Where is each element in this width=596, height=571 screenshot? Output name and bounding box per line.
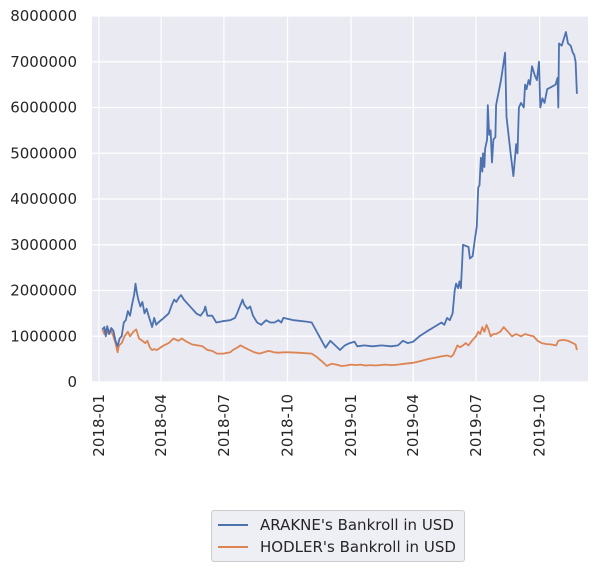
y-tick-label: 1000000	[10, 327, 77, 345]
series-line-hodler	[101, 323, 578, 367]
series-lines	[101, 31, 578, 367]
x-axis-ticks: 2018-01 2018-04 2018-07 2018-10 2019-01 2019-…	[90, 394, 549, 457]
y-tick-label: 4000000	[10, 190, 77, 208]
y-tick-label: 7000000	[10, 53, 77, 71]
x-tick-label: 2018-01	[90, 394, 108, 457]
x-tick-label: 2019-01	[342, 394, 360, 457]
y-tick-label: 6000000	[10, 99, 77, 117]
x-tick-label: 2019-04	[404, 394, 422, 457]
y-tick-label: 3000000	[10, 236, 77, 254]
y-tick-label: 0	[67, 373, 77, 391]
legend-swatch-hodler	[218, 546, 248, 548]
legend-item-hodler: HODLER's Bankroll in USD	[218, 537, 456, 557]
x-tick-label: 2019-07	[467, 394, 485, 457]
legend-item-arakne: ARAKNE's Bankroll in USD	[218, 515, 454, 535]
y-tick-label: 2000000	[10, 282, 77, 300]
series-line-arakne	[101, 31, 578, 351]
legend-label-arakne: ARAKNE's Bankroll in USD	[260, 516, 454, 534]
y-tick-label: 5000000	[10, 144, 77, 162]
legend-label-hodler: HODLER's Bankroll in USD	[260, 538, 456, 556]
legend-swatch-arakne	[218, 524, 248, 526]
x-tick-label: 2018-10	[278, 394, 296, 457]
y-tick-label: 8000000	[10, 7, 77, 25]
y-axis-ticks: 0 1000000 2000000 3000000 4000000 5000000 6000…	[10, 7, 77, 391]
x-tick-label: 2018-04	[152, 394, 170, 457]
x-tick-label: 2019-10	[531, 394, 549, 457]
x-tick-label: 2018-07	[215, 394, 233, 457]
legend: ARAKNE's Bankroll in USD HODLER's Bankro…	[211, 510, 465, 562]
